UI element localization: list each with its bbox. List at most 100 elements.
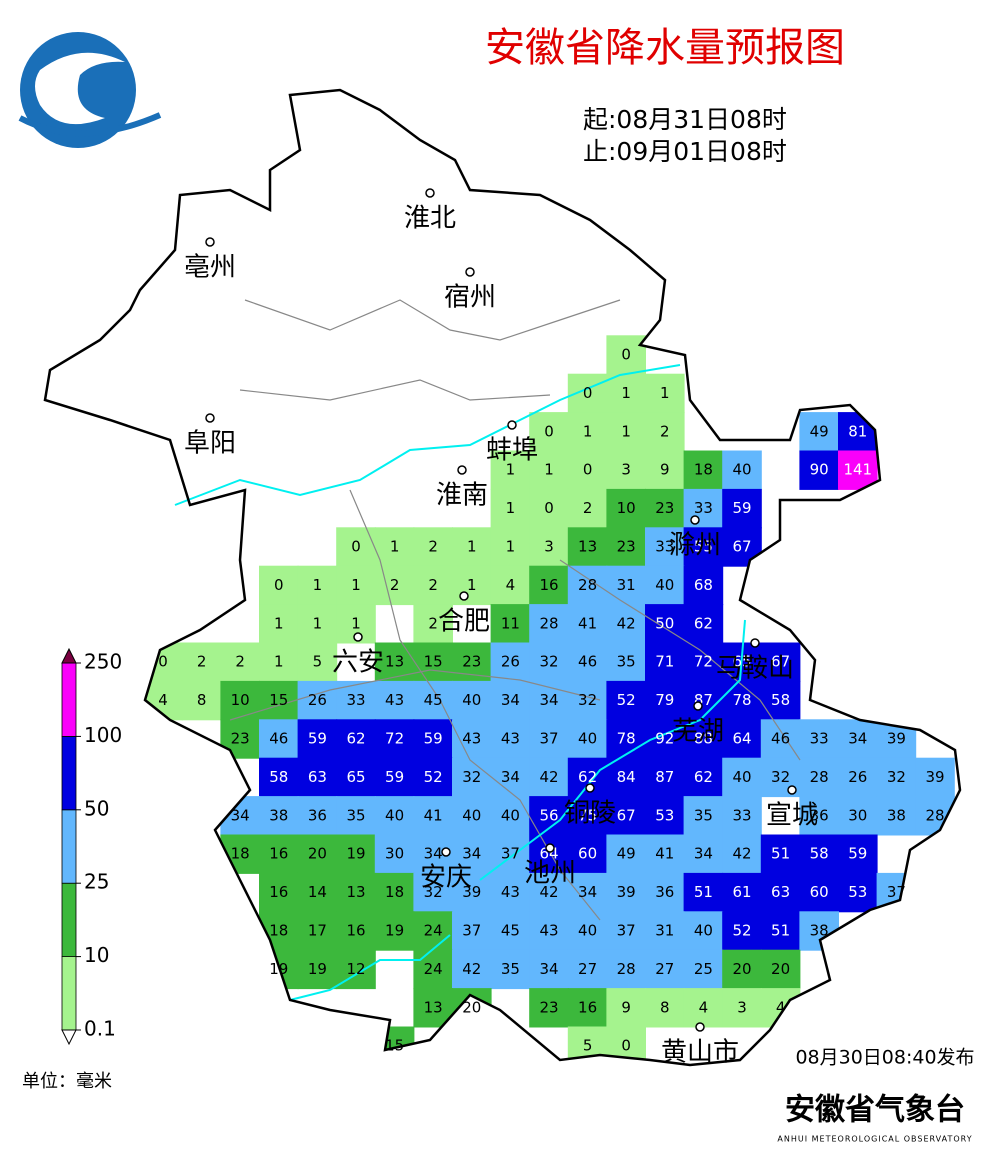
rain-value: 1 [583,422,593,440]
rain-cell [606,335,646,375]
unit: 单位：毫米 [22,1071,112,1092]
rain-value: 1 [544,461,554,479]
rain-value: 75 [578,806,597,824]
rain-cell [413,911,453,951]
rain-value: 0 [158,653,168,671]
rain-value: 40 [694,922,713,940]
city-dot [205,237,215,247]
legend-tick-label: 10 [84,943,109,967]
rain-value: 5 [583,1037,593,1055]
rain-value: 42 [462,960,481,978]
rain-value: 52 [617,691,636,709]
rain-value: 37 [539,730,558,748]
rain-cell [683,757,724,798]
rain-cell [374,527,415,567]
legend-swatch [61,956,77,1031]
rain-value: 15 [385,1037,404,1055]
rain-cell [799,757,839,798]
rain-value: 71 [655,653,674,671]
rain-value: 24 [424,960,443,978]
rain-value: 0 [274,576,284,594]
rain-cell [567,488,608,529]
rain-value: 1 [506,499,516,517]
rain-cell [567,949,608,990]
rain-value: 65 [346,768,365,786]
rain-cell [722,796,762,836]
city-dot [693,701,703,711]
rain-cell [529,450,569,490]
rain-value: 18 [269,922,288,940]
rain-value: 0 [621,346,631,364]
rain-cell [529,757,569,798]
rain-cell [529,527,569,567]
rain-value: 42 [732,845,751,863]
rain-cell [683,872,724,913]
rain-cell [567,604,608,644]
rain-value: 59 [385,768,404,786]
rain-value: 32 [539,653,558,671]
rain-value: 4 [506,576,516,594]
rain-cell [683,834,724,874]
city-label: 安庆 [420,863,472,893]
city-label: 阜阳 [184,429,236,459]
city-dot [507,420,517,430]
rain-cell [645,988,685,1028]
rain-value: 35 [694,806,713,824]
rain-value: 20 [771,960,790,978]
rain-value: 39 [887,730,906,748]
rain-cell [838,719,878,759]
rain-cell [259,680,299,721]
rain-value: 1 [274,653,284,671]
rain-value: 27 [578,960,597,978]
rain-cell [374,565,415,606]
rain-value: 67 [732,538,751,556]
rain-value: 45 [424,691,443,709]
rain-value: 51 [771,845,790,863]
rain-cell [760,949,801,990]
city-dot [459,591,469,601]
rain-value: 18 [231,845,250,863]
rain-cell [915,757,955,798]
rain-cell [606,911,646,951]
rain-cell [567,565,608,606]
rain-cell [490,796,531,836]
rain-value: 19 [308,960,327,978]
rain-value: 90 [810,461,829,479]
rain-cell [722,911,762,951]
rain-cell [683,796,724,836]
agency-en: ANHUI METEOROLOGICAL OBSERVATORY [777,1135,972,1144]
rain-cell [220,680,260,721]
rain-cell [683,604,724,644]
city-dot [205,413,215,423]
rain-cell [606,872,646,913]
legend-swatch [61,662,77,737]
rain-value: 17 [308,922,327,940]
rain-cell [683,911,724,951]
rain-cell [567,527,608,567]
rain-cell [413,872,453,913]
rain-cell [259,757,299,798]
rain-value: 42 [617,614,636,632]
rain-value: 2 [428,538,438,556]
rain-cell [606,680,646,721]
rain-value: 1 [313,614,323,632]
rain-cell [722,872,762,913]
rain-cell [297,719,338,759]
rain-cell [181,680,222,721]
rain-value: 42 [539,883,558,901]
rain-value: 37 [887,883,906,901]
rain-cell [452,565,492,606]
legend-arrow-bottom [61,1029,77,1046]
rain-cell [490,642,531,682]
rain-cell [645,565,685,606]
rain-value: 1 [621,422,631,440]
rain-value: 1 [506,538,516,556]
rain-value: 33 [732,806,751,824]
rain-value: 59 [732,499,751,517]
rain-value: 141 [843,461,872,479]
rain-value: 8 [660,998,670,1016]
legend-tick-label: 50 [84,796,109,820]
city-dot [695,1022,705,1032]
rain-cell [722,988,762,1028]
rain-cell [567,719,608,759]
